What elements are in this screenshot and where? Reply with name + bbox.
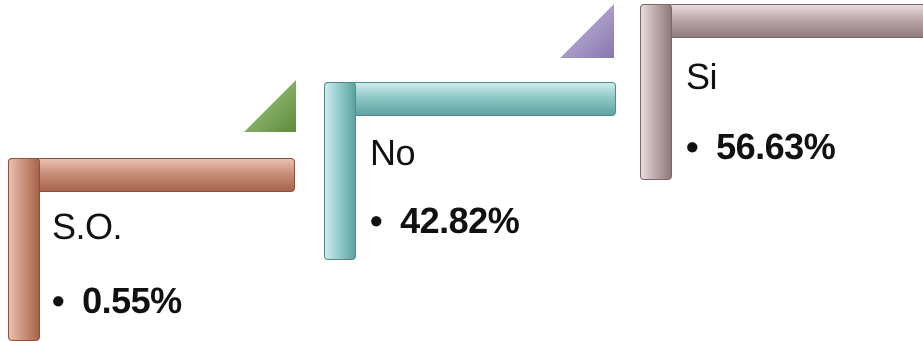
bullet: • [686,126,699,167]
step-value-row: • 56.63% [686,126,836,168]
step-value: 56.63% [716,126,836,167]
step-bar-horizontal [640,4,923,38]
step-si: Si • 56.63% [636,2,923,180]
step-value: 0.55% [82,280,182,321]
step-value: 42.82% [400,200,520,241]
step-bar-vertical [324,82,356,260]
step-label: Si [686,56,718,97]
step-label: S.O. [52,206,123,247]
triangle-accent-green [244,80,296,132]
step-bar-vertical [8,158,40,341]
step-value-row: • 42.82% [370,200,520,242]
bullet: • [52,280,65,321]
triangle-accent-purple [560,4,614,58]
step-bar-vertical [640,4,672,180]
step-so: S.O. • 0.55% [0,150,300,341]
step-label: No [370,132,416,173]
step-bar-horizontal [324,82,616,116]
step-no: No • 42.82% [320,78,620,260]
step-value-row: • 0.55% [52,280,182,322]
bullet: • [370,200,383,241]
step-bar-horizontal [8,158,295,192]
